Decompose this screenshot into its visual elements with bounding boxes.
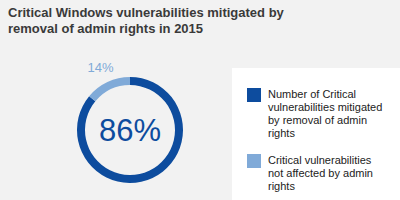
- legend-swatch: [247, 154, 261, 168]
- slice: [89, 77, 130, 101]
- data-label: 86%: [99, 113, 161, 148]
- donut: [77, 77, 183, 183]
- legend-swatch: [247, 88, 261, 102]
- legend-entry: Critical vulnerabilitiesnot affected by …: [268, 154, 373, 192]
- slice: [77, 77, 183, 183]
- text-line: rights: [268, 180, 295, 192]
- text-line: not affected by admin: [268, 167, 373, 179]
- chart: Critical Windows vulnerabilities mitigat…: [0, 0, 400, 200]
- text-line: removal of admin rights in 2015: [8, 21, 203, 36]
- background: [0, 0, 400, 200]
- legend-entry: Number of Criticalvulnerabilities mitiga…: [268, 88, 382, 139]
- legend-panel: [232, 68, 400, 200]
- text-line: Critical Windows vulnerabilities mitigat…: [8, 5, 285, 20]
- title: Critical Windows vulnerabilities mitigat…: [8, 5, 285, 36]
- text-line: vulnerabilities mitigated: [268, 101, 382, 113]
- text-line: Critical vulnerabilities: [268, 154, 372, 166]
- text-line: rights: [268, 127, 295, 139]
- text-line: Number of Critical: [268, 88, 356, 100]
- text-line: by removal of admin: [268, 114, 367, 126]
- data-label: 14%: [88, 60, 114, 75]
